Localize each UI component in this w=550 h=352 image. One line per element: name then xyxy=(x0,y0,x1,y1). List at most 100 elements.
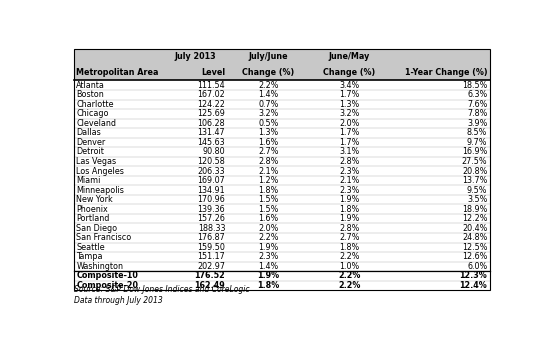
Text: Composite-10: Composite-10 xyxy=(76,271,138,281)
Bar xyxy=(74,49,490,81)
Text: 2.0%: 2.0% xyxy=(258,224,278,233)
Text: Atlanta: Atlanta xyxy=(76,81,105,90)
Text: 1.8%: 1.8% xyxy=(339,243,360,252)
Text: 1.4%: 1.4% xyxy=(258,90,278,99)
Text: July/June: July/June xyxy=(249,52,288,61)
Text: 2.0%: 2.0% xyxy=(339,119,360,128)
Text: 3.2%: 3.2% xyxy=(258,109,278,118)
Text: 1.8%: 1.8% xyxy=(257,281,279,290)
Text: 206.33: 206.33 xyxy=(197,166,225,176)
Text: 16.9%: 16.9% xyxy=(462,147,487,157)
Text: 134.91: 134.91 xyxy=(197,186,225,195)
Text: 3.1%: 3.1% xyxy=(339,147,360,157)
Text: 176.87: 176.87 xyxy=(197,233,225,242)
Text: 3.9%: 3.9% xyxy=(467,119,487,128)
Text: 18.9%: 18.9% xyxy=(462,205,487,214)
Text: Las Vegas: Las Vegas xyxy=(76,157,117,166)
Text: 139.36: 139.36 xyxy=(197,205,225,214)
Text: 6.0%: 6.0% xyxy=(467,262,487,271)
Text: 1.3%: 1.3% xyxy=(339,100,360,109)
Text: 12.3%: 12.3% xyxy=(460,271,487,281)
Text: 151.17: 151.17 xyxy=(197,252,225,262)
Text: 13.7%: 13.7% xyxy=(462,176,487,185)
Text: 1.8%: 1.8% xyxy=(339,205,360,214)
Text: 2.7%: 2.7% xyxy=(339,233,360,242)
Text: 1.8%: 1.8% xyxy=(258,186,278,195)
Text: Change (%): Change (%) xyxy=(323,68,376,77)
Text: Washington: Washington xyxy=(76,262,123,271)
Bar xyxy=(74,49,490,290)
Text: Boston: Boston xyxy=(76,90,104,99)
Text: 7.6%: 7.6% xyxy=(467,100,487,109)
Text: 159.50: 159.50 xyxy=(197,243,225,252)
Text: 145.63: 145.63 xyxy=(197,138,225,147)
Text: 2.2%: 2.2% xyxy=(339,252,360,262)
Text: 9.5%: 9.5% xyxy=(467,186,487,195)
Text: 1.2%: 1.2% xyxy=(258,176,278,185)
Text: 1.0%: 1.0% xyxy=(339,262,360,271)
Text: 2.2%: 2.2% xyxy=(258,81,279,90)
Text: 157.26: 157.26 xyxy=(197,214,225,223)
Text: 1.9%: 1.9% xyxy=(339,195,360,204)
Text: 170.96: 170.96 xyxy=(197,195,225,204)
Text: Chicago: Chicago xyxy=(76,109,109,118)
Text: 3.4%: 3.4% xyxy=(339,81,360,90)
Text: 1-Year Change (%): 1-Year Change (%) xyxy=(405,68,487,77)
Text: 106.28: 106.28 xyxy=(197,119,225,128)
Text: Dallas: Dallas xyxy=(76,128,101,137)
Text: 90.80: 90.80 xyxy=(202,147,226,157)
Text: 162.49: 162.49 xyxy=(195,281,226,290)
Text: Seattle: Seattle xyxy=(76,243,105,252)
Text: San Diego: San Diego xyxy=(76,224,118,233)
Text: 6.3%: 6.3% xyxy=(467,90,487,99)
Text: 1.9%: 1.9% xyxy=(339,214,360,223)
Text: June/May: June/May xyxy=(329,52,370,61)
Text: 131.47: 131.47 xyxy=(197,128,225,137)
Text: 7.8%: 7.8% xyxy=(467,109,487,118)
Text: 2.2%: 2.2% xyxy=(258,233,279,242)
Text: 125.69: 125.69 xyxy=(197,109,225,118)
Text: 111.54: 111.54 xyxy=(197,81,225,90)
Text: 2.3%: 2.3% xyxy=(258,252,278,262)
Text: 1.9%: 1.9% xyxy=(257,271,279,281)
Text: Composite-20: Composite-20 xyxy=(76,281,139,290)
Text: 169.07: 169.07 xyxy=(197,176,225,185)
Text: Los Angeles: Los Angeles xyxy=(76,166,124,176)
Text: Denver: Denver xyxy=(76,138,106,147)
Text: 1.7%: 1.7% xyxy=(339,128,360,137)
Text: 1.3%: 1.3% xyxy=(258,128,278,137)
Text: July 2013: July 2013 xyxy=(175,52,216,61)
Text: 1.5%: 1.5% xyxy=(258,205,278,214)
Text: 12.2%: 12.2% xyxy=(462,214,487,223)
Text: 0.5%: 0.5% xyxy=(258,119,278,128)
Text: 12.4%: 12.4% xyxy=(460,281,487,290)
Text: 2.8%: 2.8% xyxy=(339,224,360,233)
Text: 9.7%: 9.7% xyxy=(467,138,487,147)
Text: 2.7%: 2.7% xyxy=(258,147,279,157)
Text: 8.5%: 8.5% xyxy=(467,128,487,137)
Text: 124.22: 124.22 xyxy=(197,100,225,109)
Text: 1.4%: 1.4% xyxy=(258,262,278,271)
Text: 2.8%: 2.8% xyxy=(339,157,360,166)
Text: San Francisco: San Francisco xyxy=(76,233,131,242)
Text: 1.6%: 1.6% xyxy=(258,138,278,147)
Text: 12.5%: 12.5% xyxy=(462,243,487,252)
Text: 18.5%: 18.5% xyxy=(462,81,487,90)
Text: 2.1%: 2.1% xyxy=(339,176,360,185)
Text: 176.52: 176.52 xyxy=(195,271,226,281)
Text: Charlotte: Charlotte xyxy=(76,100,114,109)
Text: 24.8%: 24.8% xyxy=(462,233,487,242)
Text: 27.5%: 27.5% xyxy=(461,157,487,166)
Text: 20.4%: 20.4% xyxy=(462,224,487,233)
Text: 1.9%: 1.9% xyxy=(258,243,278,252)
Text: 1.7%: 1.7% xyxy=(339,90,360,99)
Text: 202.97: 202.97 xyxy=(197,262,225,271)
Text: 0.7%: 0.7% xyxy=(258,100,278,109)
Text: New York: New York xyxy=(76,195,113,204)
Text: Cleveland: Cleveland xyxy=(76,119,117,128)
Text: 12.6%: 12.6% xyxy=(462,252,487,262)
Text: 2.3%: 2.3% xyxy=(339,166,360,176)
Text: Phoenix: Phoenix xyxy=(76,205,108,214)
Text: Miami: Miami xyxy=(76,176,101,185)
Text: Data through July 2013: Data through July 2013 xyxy=(74,296,163,304)
